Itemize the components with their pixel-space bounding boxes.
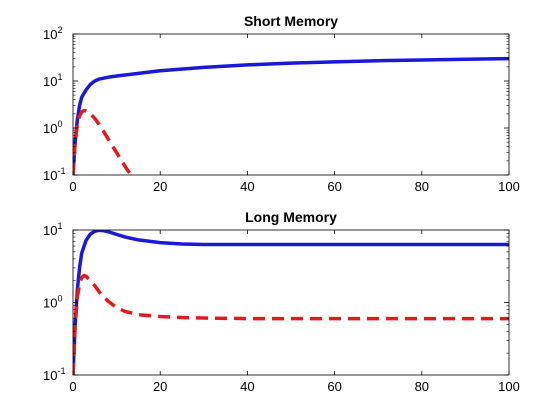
series-line-1: [73, 230, 509, 375]
x-tick-label: 40: [240, 179, 254, 194]
y-tick-label: 10-1: [43, 166, 65, 183]
y-tick-base: 10: [43, 27, 57, 42]
y-tick-base: 10: [43, 223, 57, 238]
y-tick-label: 101: [43, 72, 62, 89]
x-tick-label: 80: [415, 179, 429, 194]
x-tick-label: 40: [240, 379, 254, 394]
series-line-2: [73, 273, 509, 375]
y-tick-base: 10: [43, 168, 57, 183]
x-tick-label: 20: [153, 379, 167, 394]
y-tick-exponent: -1: [57, 366, 65, 376]
y-tick-exponent: 0: [57, 294, 62, 304]
y-tick-exponent: 1: [57, 221, 62, 231]
y-tick-label: 100: [43, 294, 62, 311]
y-tick-exponent: -1: [57, 166, 65, 176]
y-tick-base: 10: [43, 74, 57, 89]
y-tick-label: 10-1: [43, 366, 65, 383]
y-tick-exponent: 0: [57, 119, 62, 129]
series-line-1: [73, 56, 509, 175]
y-tick-label: 100: [43, 119, 62, 136]
y-tick-base: 10: [43, 368, 57, 383]
plot-frame: [72, 229, 510, 376]
plot-frame: [72, 33, 510, 176]
x-tick-label: 100: [498, 179, 520, 194]
series-line-2: [73, 108, 134, 175]
x-tick-label: 0: [69, 379, 76, 394]
chart-title: Short Memory: [244, 13, 338, 29]
y-tick-label: 101: [43, 221, 62, 238]
y-tick-exponent: 1: [57, 72, 62, 82]
x-tick-label: 20: [153, 179, 167, 194]
y-tick-base: 10: [43, 296, 57, 311]
y-tick-base: 10: [43, 121, 57, 136]
x-tick-label: 0: [69, 179, 76, 194]
y-tick-label: 102: [43, 25, 62, 42]
x-tick-label: 60: [327, 179, 341, 194]
y-tick-exponent: 2: [57, 25, 62, 35]
x-tick-label: 80: [415, 379, 429, 394]
x-tick-label: 100: [498, 379, 520, 394]
x-tick-label: 60: [327, 379, 341, 394]
chart-title: Long Memory: [245, 209, 337, 225]
